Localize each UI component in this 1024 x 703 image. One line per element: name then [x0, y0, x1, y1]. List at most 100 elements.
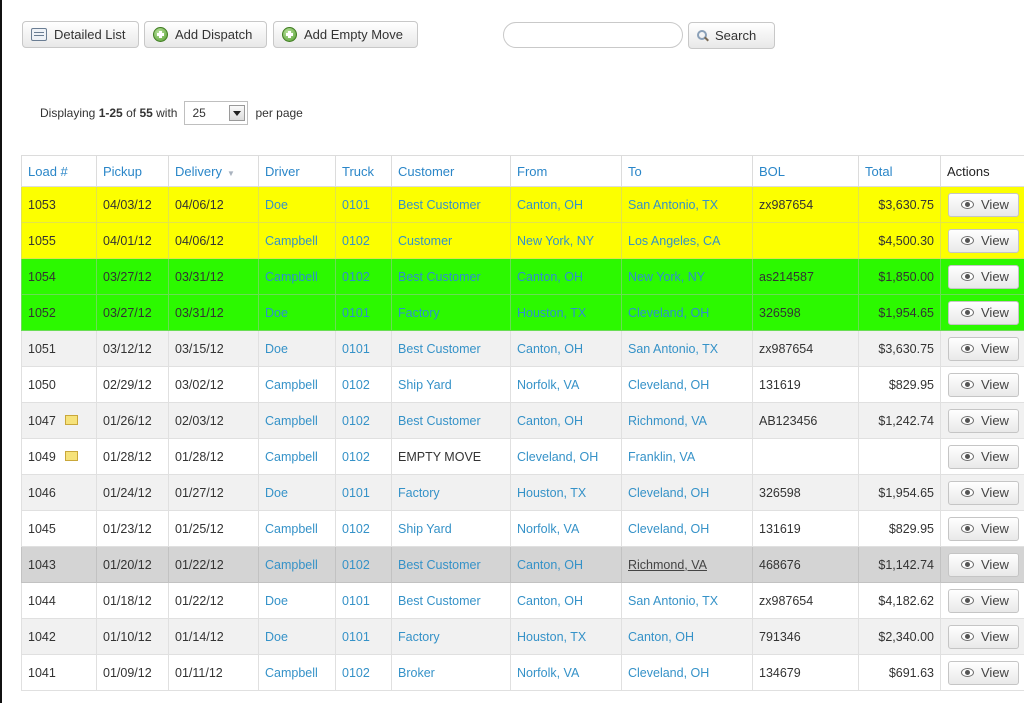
to-link[interactable]: Richmond, VA [628, 413, 707, 428]
customer-link[interactable]: Best Customer [398, 269, 481, 284]
truck-link[interactable]: 0101 [342, 341, 370, 356]
cell-customer[interactable]: Best Customer [391, 330, 511, 367]
cell-driver[interactable]: Campbell [258, 510, 336, 547]
note-icon[interactable] [64, 451, 78, 462]
driver-link[interactable]: Campbell [265, 521, 318, 536]
cell-driver[interactable]: Doe [258, 294, 336, 331]
truck-link[interactable]: 0102 [342, 521, 370, 536]
cell-to[interactable]: San Antonio, TX [621, 582, 753, 619]
view-button[interactable]: View [948, 480, 1019, 505]
cell-to[interactable]: Richmond, VA [621, 546, 753, 583]
cell-customer[interactable]: Ship Yard [391, 366, 511, 403]
cell-truck[interactable]: 0101 [335, 294, 392, 331]
truck-link[interactable]: 0102 [342, 557, 370, 572]
cell-truck[interactable]: 0102 [335, 438, 392, 475]
customer-link[interactable]: Broker [398, 665, 435, 680]
customer-link[interactable]: Best Customer [398, 413, 481, 428]
note-icon[interactable] [64, 415, 78, 426]
from-link[interactable]: Houston, TX [517, 485, 587, 500]
driver-link[interactable]: Campbell [265, 269, 318, 284]
driver-link[interactable]: Campbell [265, 557, 318, 572]
cell-customer[interactable]: Best Customer [391, 546, 511, 583]
cell-truck[interactable]: 0101 [335, 330, 392, 367]
dropdown-arrow-icon[interactable] [229, 105, 246, 121]
to-link[interactable]: Cleveland, OH [628, 377, 710, 392]
cell-driver[interactable]: Campbell [258, 222, 336, 259]
header-to[interactable]: To [621, 155, 753, 187]
header-from[interactable]: From [510, 155, 622, 187]
driver-link[interactable]: Campbell [265, 449, 318, 464]
cell-to[interactable]: Richmond, VA [621, 402, 753, 439]
driver-link[interactable]: Doe [265, 341, 288, 356]
header-total[interactable]: Total [858, 155, 941, 187]
driver-link[interactable]: Doe [265, 485, 288, 500]
truck-link[interactable]: 0101 [342, 305, 370, 320]
cell-from[interactable]: Norfolk, VA [510, 654, 622, 691]
header-load[interactable]: Load # [21, 155, 97, 187]
customer-link[interactable]: Best Customer [398, 593, 481, 608]
driver-link[interactable]: Campbell [265, 377, 318, 392]
to-link[interactable]: Cleveland, OH [628, 665, 710, 680]
cell-to[interactable]: Cleveland, OH [621, 654, 753, 691]
to-link[interactable]: New York, NY [628, 269, 706, 284]
cell-truck[interactable]: 0101 [335, 186, 392, 223]
from-link[interactable]: Canton, OH [517, 341, 584, 356]
truck-link[interactable]: 0101 [342, 197, 370, 212]
cell-driver[interactable]: Doe [258, 186, 336, 223]
to-link[interactable]: San Antonio, TX [628, 593, 719, 608]
customer-link[interactable]: Ship Yard [398, 377, 452, 392]
cell-customer[interactable]: Best Customer [391, 186, 511, 223]
from-link[interactable]: Canton, OH [517, 269, 584, 284]
cell-from[interactable]: Canton, OH [510, 546, 622, 583]
cell-to[interactable]: Franklin, VA [621, 438, 753, 475]
cell-truck[interactable]: 0102 [335, 402, 392, 439]
cell-customer[interactable]: Best Customer [391, 258, 511, 295]
from-link[interactable]: Houston, TX [517, 305, 587, 320]
driver-link[interactable]: Campbell [265, 233, 318, 248]
from-link[interactable]: Houston, TX [517, 629, 587, 644]
cell-from[interactable]: Houston, TX [510, 618, 622, 655]
cell-customer[interactable]: Ship Yard [391, 510, 511, 547]
cell-truck[interactable]: 0102 [335, 258, 392, 295]
cell-from[interactable]: Houston, TX [510, 474, 622, 511]
from-link[interactable]: Cleveland, OH [517, 449, 599, 464]
driver-link[interactable]: Doe [265, 305, 288, 320]
cell-to[interactable]: Canton, OH [621, 618, 753, 655]
cell-from[interactable]: Canton, OH [510, 186, 622, 223]
cell-customer[interactable]: Factory [391, 474, 511, 511]
cell-driver[interactable]: Doe [258, 474, 336, 511]
cell-customer[interactable]: Best Customer [391, 402, 511, 439]
view-button[interactable]: View [948, 372, 1019, 397]
cell-to[interactable]: Cleveland, OH [621, 510, 753, 547]
cell-driver[interactable]: Campbell [258, 654, 336, 691]
cell-to[interactable]: Cleveland, OH [621, 294, 753, 331]
driver-link[interactable]: Campbell [265, 665, 318, 680]
truck-link[interactable]: 0101 [342, 593, 370, 608]
header-delivery[interactable]: Delivery ▼ [168, 155, 259, 187]
cell-to[interactable]: San Antonio, TX [621, 186, 753, 223]
truck-link[interactable]: 0101 [342, 485, 370, 500]
cell-truck[interactable]: 0102 [335, 654, 392, 691]
from-link[interactable]: Canton, OH [517, 593, 584, 608]
driver-link[interactable]: Doe [265, 629, 288, 644]
truck-link[interactable]: 0102 [342, 269, 370, 284]
to-link[interactable]: San Antonio, TX [628, 197, 719, 212]
header-bol[interactable]: BOL [752, 155, 859, 187]
customer-link[interactable]: Ship Yard [398, 521, 452, 536]
cell-driver[interactable]: Campbell [258, 438, 336, 475]
header-truck[interactable]: Truck [335, 155, 392, 187]
to-link[interactable]: Cleveland, OH [628, 485, 710, 500]
from-link[interactable]: Norfolk, VA [517, 665, 580, 680]
from-link[interactable]: Canton, OH [517, 557, 584, 572]
cell-driver[interactable]: Campbell [258, 258, 336, 295]
search-button[interactable]: Search [688, 22, 775, 49]
header-driver[interactable]: Driver [258, 155, 336, 187]
view-button[interactable]: View [948, 264, 1019, 289]
driver-link[interactable]: Campbell [265, 413, 318, 428]
cell-customer[interactable]: Factory [391, 294, 511, 331]
cell-driver[interactable]: Doe [258, 618, 336, 655]
customer-link[interactable]: Factory [398, 629, 440, 644]
cell-truck[interactable]: 0101 [335, 582, 392, 619]
view-button[interactable]: View [948, 516, 1019, 541]
cell-driver[interactable]: Campbell [258, 546, 336, 583]
